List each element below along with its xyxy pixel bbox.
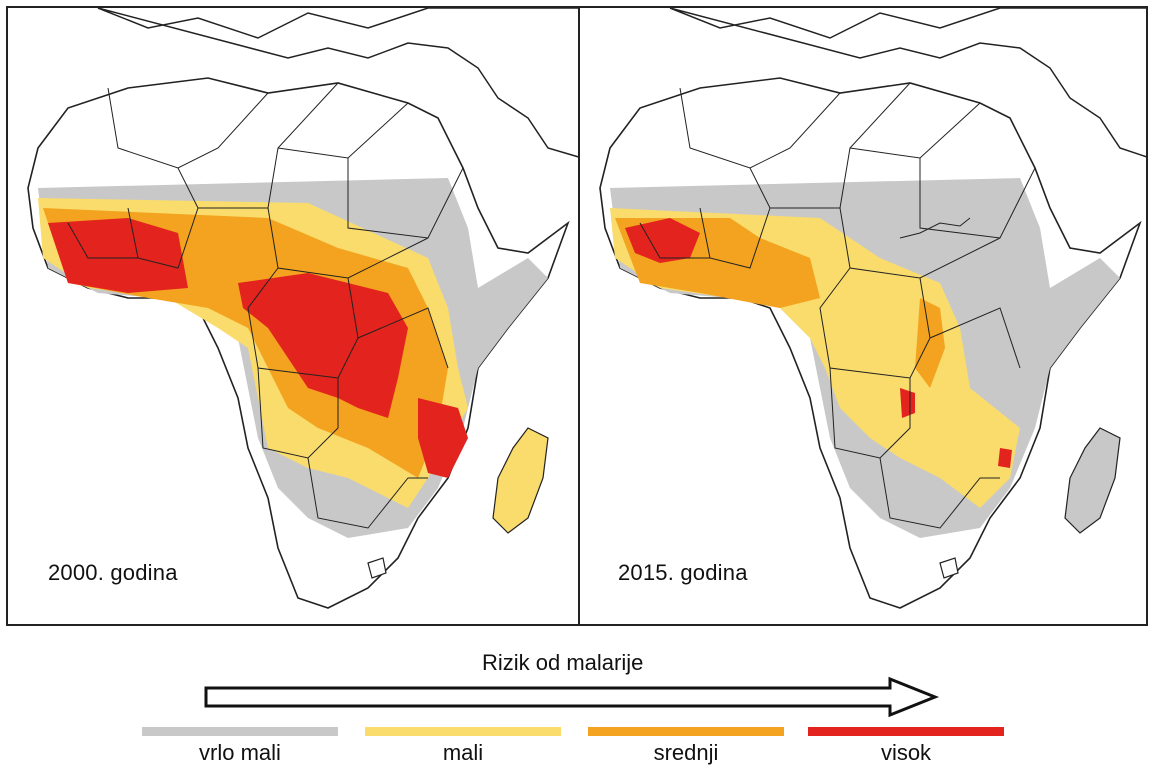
legend-label-medium: srednji: [653, 740, 719, 765]
legend-swatch-high: [808, 727, 1004, 736]
map-panel-2000: 2000. godina: [6, 6, 580, 626]
north-landmass: [669, 8, 1146, 158]
legend-label-high: visok: [880, 740, 932, 765]
legend-swatch-very-low: [142, 727, 338, 736]
north-landmass: [97, 8, 578, 158]
high-region: [48, 218, 468, 478]
lesotho-outline: [939, 557, 959, 579]
country-borders: [639, 82, 1036, 529]
year-label-2000: 2000. godina: [48, 560, 178, 585]
map-panel-2015: 2015. godina: [578, 6, 1148, 626]
legend-label-very-low: vrlo mali: [199, 740, 281, 765]
africa-map-2000: [27, 8, 578, 609]
year-label-2015: 2015. godina: [618, 560, 748, 585]
legend-swatch-medium: [588, 727, 784, 736]
legend-title: Rizik od malarije: [482, 650, 644, 675]
country-borders: [67, 82, 464, 529]
risk-increase-arrow-icon: [204, 676, 940, 718]
legend-swatch-low: [365, 727, 561, 736]
lesotho-outline: [367, 557, 387, 579]
madagascar-island: [1064, 427, 1121, 534]
legend-label-low: mali: [442, 740, 484, 765]
high-region: [625, 218, 1012, 468]
africa-map-2015: [599, 8, 1146, 609]
madagascar-island: [492, 427, 549, 534]
medium-region: [615, 218, 945, 388]
